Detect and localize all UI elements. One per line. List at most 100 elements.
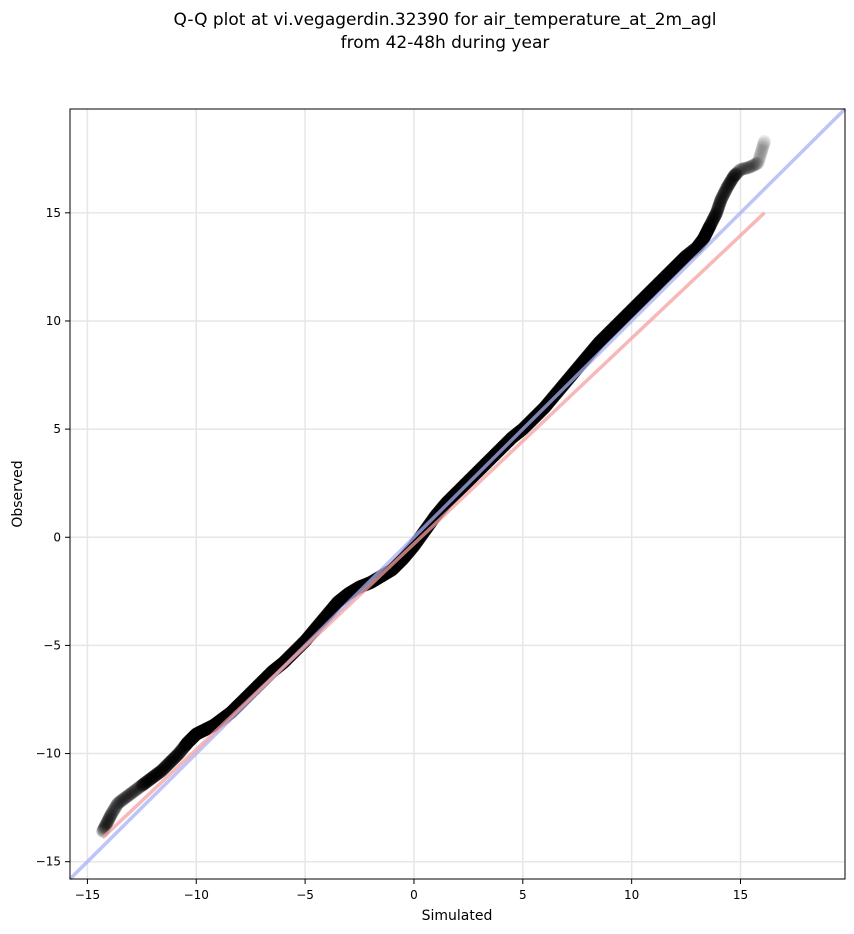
quantile-point xyxy=(107,803,121,817)
quantile-point xyxy=(754,147,768,161)
quantile-point xyxy=(170,748,184,762)
quantile-point xyxy=(722,178,736,192)
quantile-point xyxy=(154,764,168,778)
quantile-point xyxy=(122,788,136,802)
grid-lines xyxy=(70,109,845,879)
quantile-point xyxy=(730,166,744,180)
quantile-point xyxy=(699,226,713,240)
quantile-point xyxy=(741,161,755,175)
quantile-point xyxy=(730,166,744,180)
quantile-point xyxy=(708,209,722,223)
quantile-point xyxy=(729,167,743,181)
quantile-point xyxy=(711,203,725,217)
quantile-point xyxy=(142,773,156,787)
quantile-point xyxy=(117,792,131,806)
quantile-point xyxy=(146,770,160,784)
quantile-point xyxy=(749,157,763,171)
quantile-point xyxy=(698,230,712,244)
quantile-point xyxy=(723,176,737,190)
quantile-point xyxy=(136,777,150,791)
quantile-point xyxy=(717,187,731,201)
quantile-point xyxy=(115,794,129,808)
quantile-point xyxy=(734,163,748,177)
quantile-point xyxy=(726,171,740,185)
x-axis-ticks: −15 −10 −5 0 5 10 15 xyxy=(75,879,748,902)
quantile-point xyxy=(130,782,144,796)
y-tick-label: 0 xyxy=(53,530,61,544)
quantile-point xyxy=(109,799,123,813)
quantile-point xyxy=(148,769,162,783)
quantile-point xyxy=(726,170,740,184)
quantile-point xyxy=(707,211,721,225)
quantile-point xyxy=(748,158,762,172)
quantile-point xyxy=(720,180,734,194)
quantile-point xyxy=(152,766,166,780)
y-tick-label: 15 xyxy=(46,206,61,220)
quantile-point xyxy=(731,165,745,179)
quantile-point xyxy=(725,173,739,187)
x-tick-label: −10 xyxy=(184,888,209,902)
quantile-point xyxy=(108,801,122,815)
quantile-point xyxy=(740,161,754,175)
quantile-point xyxy=(698,229,712,243)
quantile-point xyxy=(694,235,708,249)
quantile-point xyxy=(755,143,769,157)
quantile-point xyxy=(710,206,724,220)
quantile-point xyxy=(137,777,151,791)
quantile-point xyxy=(727,169,741,183)
quantile-point xyxy=(704,217,718,231)
x-tick-label: −5 xyxy=(296,888,314,902)
quantile-point xyxy=(103,809,117,823)
quantile-point xyxy=(704,216,718,230)
quantile-point xyxy=(157,761,171,775)
quantile-point xyxy=(687,243,701,257)
quantile-point xyxy=(102,812,116,826)
quantile-point xyxy=(705,214,719,228)
quantile-point xyxy=(167,751,181,765)
quantile-point xyxy=(112,795,126,809)
quantile-point xyxy=(702,221,716,235)
quantile-point xyxy=(697,231,711,245)
quantile-point xyxy=(129,783,143,797)
reference-lines xyxy=(68,107,847,881)
quantile-point xyxy=(98,819,112,833)
quantile-point xyxy=(739,161,753,175)
quantile-point xyxy=(680,248,694,262)
quantile-point xyxy=(746,159,760,173)
quantile-point xyxy=(102,811,116,825)
x-tick-label: 10 xyxy=(624,888,639,902)
quantile-point xyxy=(138,776,152,790)
quantile-point xyxy=(716,190,730,204)
quantile-point xyxy=(100,816,114,830)
quantile-point xyxy=(155,763,169,777)
chart-title: Q-Q plot at vi.vegagerdin.32390 for air_… xyxy=(173,10,716,30)
y-tick-label: −10 xyxy=(36,747,61,761)
quantile-point xyxy=(160,758,174,772)
quantile-point xyxy=(683,246,697,260)
plot-frame xyxy=(69,108,846,880)
chart-subtitle: from 42-48h during year xyxy=(341,33,550,53)
quantile-point xyxy=(141,774,155,788)
quantile-point xyxy=(110,798,124,812)
quantile-point xyxy=(131,781,145,795)
quantile-point xyxy=(696,232,710,246)
quantile-point xyxy=(750,156,764,170)
quantile-point xyxy=(143,773,157,787)
quantile-point xyxy=(157,762,171,776)
quantile-point xyxy=(111,796,125,810)
quantile-point xyxy=(103,810,117,824)
quantile-point xyxy=(154,764,168,778)
quantile-point xyxy=(171,747,185,761)
quantile-point xyxy=(719,182,733,196)
quantile-point xyxy=(104,809,118,823)
quantile-point xyxy=(165,754,179,768)
quantile-point xyxy=(707,212,721,226)
quantile-point xyxy=(743,160,757,174)
quantile-point xyxy=(127,784,141,798)
quantile-point xyxy=(158,760,172,774)
quantile-point xyxy=(138,776,152,790)
quantile-point xyxy=(751,156,765,170)
quantile-point xyxy=(140,775,154,789)
quantile-point xyxy=(716,189,730,203)
quantile-point xyxy=(715,191,729,205)
